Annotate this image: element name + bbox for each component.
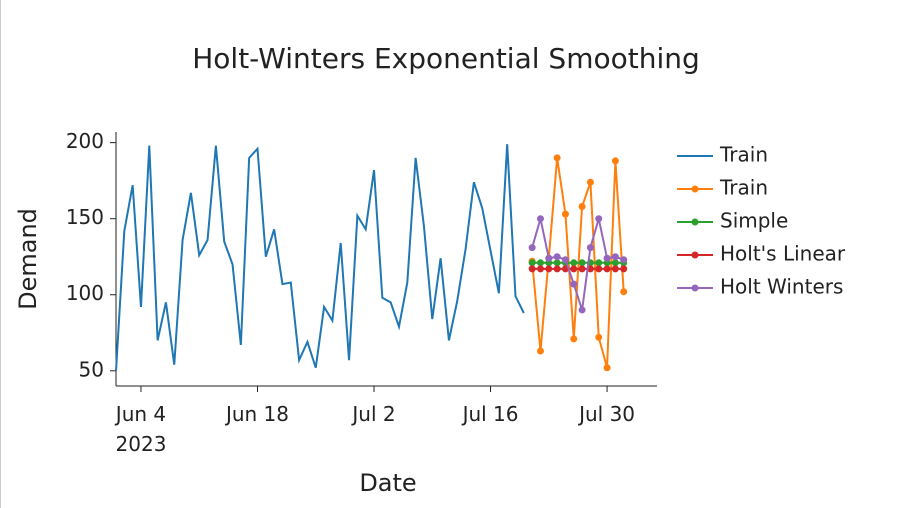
x-tick-label: Jul 30 — [579, 402, 636, 426]
series-marker — [578, 306, 586, 314]
series-marker — [595, 259, 603, 267]
series-marker — [570, 259, 578, 267]
series-marker — [620, 265, 628, 273]
series-marker — [553, 154, 561, 162]
series-marker — [528, 265, 536, 273]
legend-marker — [691, 251, 699, 259]
y-tick-label: 50 — [79, 357, 104, 381]
series-marker — [578, 265, 586, 273]
series-marker — [595, 215, 603, 223]
series-marker — [536, 215, 544, 223]
series-marker — [570, 280, 578, 288]
series-line — [115, 144, 525, 371]
series-marker — [611, 265, 619, 273]
legend-marker — [691, 218, 699, 226]
series-marker — [570, 335, 578, 343]
legend-label: Train — [719, 176, 768, 200]
series-marker — [553, 265, 561, 273]
chart-title: Holt-Winters Exponential Smoothing — [192, 42, 700, 75]
series-marker — [528, 244, 536, 252]
series-line — [531, 157, 625, 369]
series-marker — [611, 253, 619, 261]
x-axis-label: Date — [359, 469, 416, 497]
series-marker — [536, 265, 544, 273]
y-tick-label: 200 — [66, 129, 104, 153]
y-tick-label: 150 — [66, 205, 104, 229]
legend-marker — [691, 284, 699, 292]
legend-label: Train — [719, 143, 768, 167]
series-marker — [545, 265, 553, 273]
legend-marker — [691, 185, 699, 193]
series-marker — [603, 254, 611, 262]
x-tick-label: Jul 16 — [462, 402, 519, 426]
series-marker — [586, 244, 594, 252]
series-marker — [603, 265, 611, 273]
series-marker — [545, 254, 553, 262]
x-tick-label: Jun 4 2023 — [115, 402, 167, 456]
series-marker — [553, 253, 561, 261]
legend-label: Holt Winters — [720, 275, 843, 299]
series-marker — [570, 265, 578, 273]
series-marker — [595, 265, 603, 273]
series-marker — [620, 288, 628, 296]
series-marker — [578, 203, 586, 211]
series-marker — [595, 333, 603, 341]
series-marker — [528, 259, 536, 267]
legend-label: Holt's Linear — [720, 242, 846, 266]
series-marker — [578, 259, 586, 267]
series-marker — [561, 210, 569, 218]
y-axis-label: Demand — [14, 208, 42, 310]
legend-label: Simple — [720, 209, 788, 233]
series-marker — [611, 157, 619, 165]
series-marker — [620, 256, 628, 264]
series-marker — [603, 364, 611, 372]
x-tick-label: Jun 18 — [225, 402, 290, 426]
series-marker — [536, 259, 544, 267]
y-tick-label: 100 — [66, 281, 104, 305]
series-marker — [553, 259, 561, 267]
series-marker — [611, 259, 619, 267]
series-marker — [586, 178, 594, 186]
series-marker — [561, 256, 569, 264]
x-tick-label: Jul 2 — [352, 402, 396, 426]
series-marker — [536, 347, 544, 355]
